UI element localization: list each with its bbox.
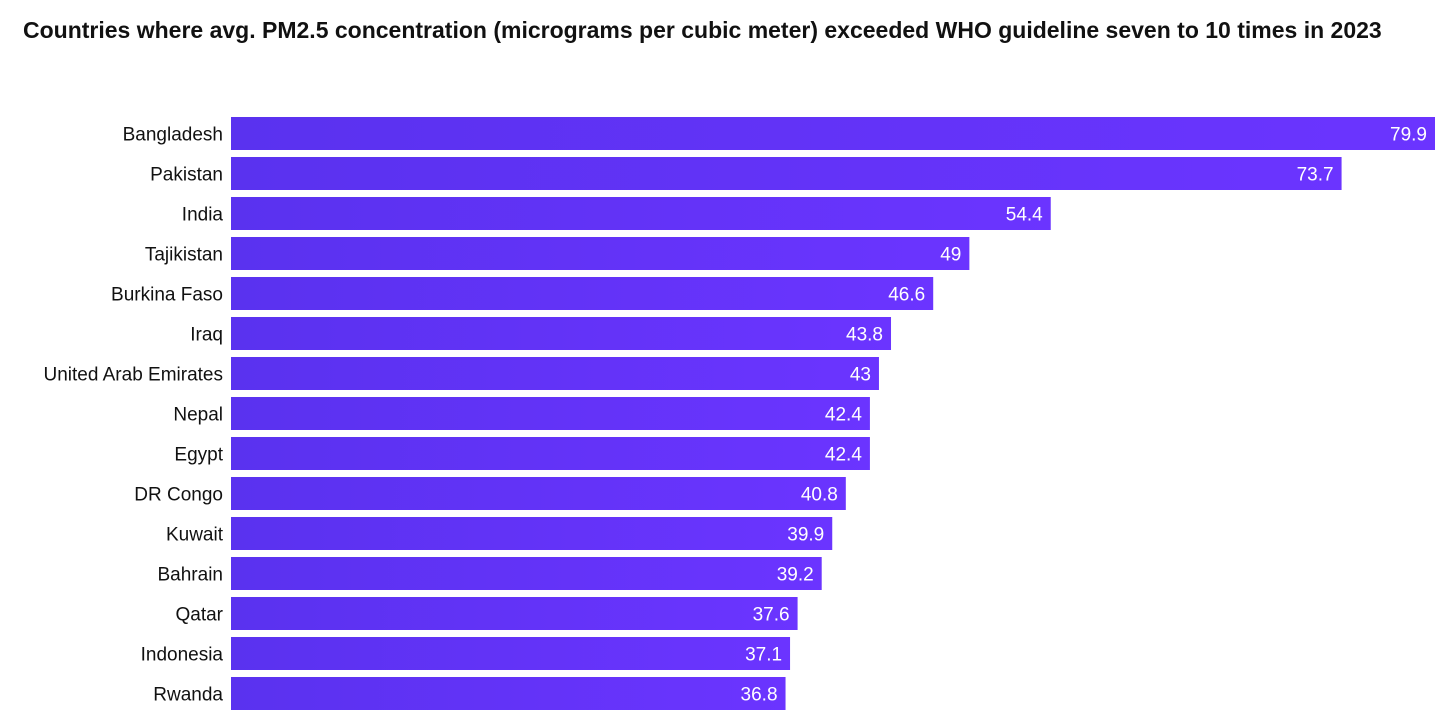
- bar-qatar: [231, 597, 798, 630]
- bar-india: [231, 197, 1051, 230]
- value-label-nepal: 42.4: [825, 405, 862, 426]
- category-label-indonesia: Indonesia: [141, 645, 224, 666]
- value-label-dr-congo: 40.8: [801, 485, 838, 506]
- bar-tajikistan: [231, 237, 970, 270]
- value-label-indonesia: 37.1: [745, 645, 782, 666]
- value-label-india: 54.4: [1006, 205, 1043, 226]
- bar-nepal: [231, 397, 870, 430]
- bar-united-arab-emirates: [231, 357, 879, 390]
- bar-iraq: [231, 317, 892, 350]
- value-label-united-arab-emirates: 43: [850, 365, 871, 386]
- category-label-pakistan: Pakistan: [150, 165, 223, 186]
- value-label-iraq: 43.8: [846, 325, 883, 346]
- bar-pakistan: [231, 157, 1342, 190]
- value-label-egypt: 42.4: [825, 445, 862, 466]
- bar-bahrain: [231, 557, 822, 590]
- value-label-pakistan: 73.7: [1297, 165, 1334, 186]
- value-label-burkina-faso: 46.6: [888, 285, 925, 306]
- category-label-india: India: [182, 205, 224, 226]
- bars-group: Bangladesh 79.9 Pakistan 73.7 India 54.4 Tajik…: [43, 117, 1435, 710]
- value-label-qatar: 37.6: [753, 605, 790, 626]
- bar-kuwait: [231, 517, 833, 550]
- chart-title: Countries where avg. PM2.5 concentration…: [23, 17, 1382, 43]
- category-label-dr-congo: DR Congo: [134, 485, 223, 506]
- category-label-egypt: Egypt: [174, 445, 223, 466]
- bar-egypt: [231, 437, 870, 470]
- bar-burkina-faso: [231, 277, 934, 310]
- category-label-united-arab-emirates: United Arab Emirates: [43, 365, 223, 386]
- category-label-tajikistan: Tajikistan: [145, 245, 223, 266]
- bar-bangladesh: [231, 117, 1435, 150]
- category-label-kuwait: Kuwait: [166, 525, 224, 546]
- category-label-burkina-faso: Burkina Faso: [111, 285, 223, 306]
- bar-indonesia: [231, 637, 791, 670]
- value-label-tajikistan: 49: [940, 245, 961, 266]
- category-label-bangladesh: Bangladesh: [123, 125, 223, 146]
- category-label-rwanda: Rwanda: [153, 685, 223, 706]
- value-label-bangladesh: 79.9: [1390, 125, 1427, 146]
- category-label-qatar: Qatar: [175, 605, 223, 626]
- bar-dr-congo: [231, 477, 846, 510]
- value-label-rwanda: 36.8: [741, 685, 778, 706]
- category-label-nepal: Nepal: [173, 405, 223, 426]
- category-label-bahrain: Bahrain: [158, 565, 224, 586]
- value-label-kuwait: 39.9: [787, 525, 824, 546]
- category-label-iraq: Iraq: [190, 325, 223, 346]
- value-label-bahrain: 39.2: [777, 565, 814, 586]
- bar-rwanda: [231, 677, 786, 710]
